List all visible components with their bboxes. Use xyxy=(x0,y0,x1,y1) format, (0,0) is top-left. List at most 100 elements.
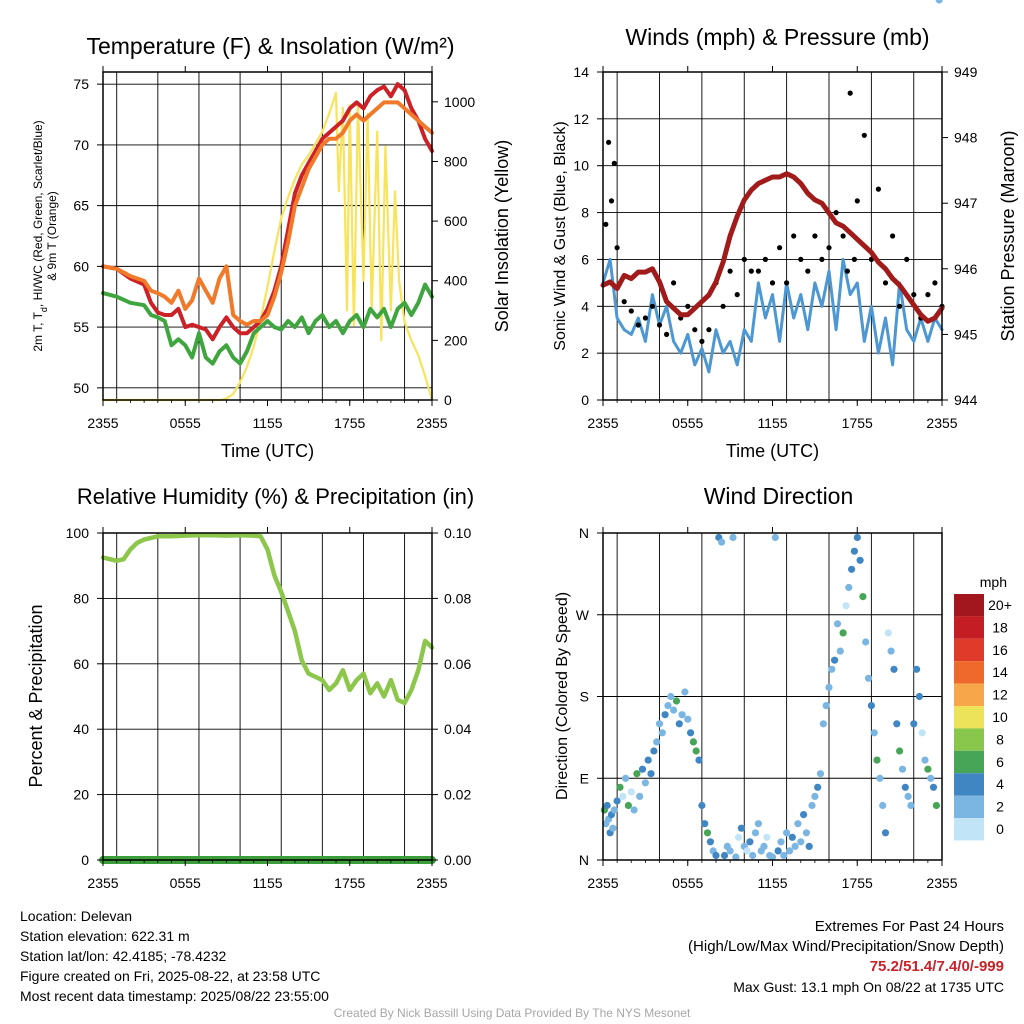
temperature-chart-y2-tick-label: 0 xyxy=(444,392,452,408)
winds-chart-series-pressure xyxy=(600,171,945,324)
direction-chart-direction-point xyxy=(797,838,805,846)
direction-chart-direction-point xyxy=(867,702,876,710)
winds-chart-gust-point xyxy=(798,256,804,262)
direction-chart-direction-point xyxy=(771,533,779,542)
temperature-chart-y-axis-label-line2: & 9m T (Orange) xyxy=(45,191,59,281)
winds-chart-y-tick-label: 12 xyxy=(573,111,589,127)
winds-chart-gust-point xyxy=(734,292,740,298)
winds-chart-gust-point xyxy=(833,210,839,216)
winds-chart-gust-point xyxy=(784,280,790,286)
direction-chart-direction-point xyxy=(927,774,935,782)
direction-chart-legend-label: 8 xyxy=(996,731,1004,747)
direction-chart-direction-point xyxy=(653,738,661,746)
direction-chart-direction-point xyxy=(633,770,641,778)
winds-chart-x-tick-label: 2355 xyxy=(587,415,618,431)
direction-chart-direction-point xyxy=(915,692,924,701)
direction-chart-direction-point xyxy=(667,692,675,701)
winds-chart-gust-point xyxy=(777,245,783,251)
winds-chart-gust-point xyxy=(840,233,846,239)
direction-chart-direction-point xyxy=(876,774,884,782)
direction-chart-direction-point xyxy=(726,847,734,855)
direction-chart-direction-point xyxy=(664,702,672,710)
winds-chart-gust-point xyxy=(706,327,712,333)
temperature-chart-y-axis-label-subscript: d xyxy=(39,307,49,312)
created-text: Figure created on Fri, 2025-08-22, at 23… xyxy=(20,968,321,984)
winds-chart-y-tick-label: 2 xyxy=(581,345,589,361)
direction-chart-direction-point xyxy=(777,838,785,846)
direction-chart-direction-point xyxy=(743,847,751,855)
direction-chart-direction-point xyxy=(822,702,830,710)
direction-chart-legend-swatch xyxy=(954,616,984,639)
winds-chart-gust-point xyxy=(762,256,769,262)
humidity-chart-y2-tick-label: 0.02 xyxy=(444,787,471,803)
direction-chart-legend-label: 20+ xyxy=(988,597,1012,613)
direction-chart-legend-swatch xyxy=(954,818,984,841)
humidity-chart-y2-tick-label: 0.08 xyxy=(444,590,471,606)
direction-chart-x-tick-label: 0555 xyxy=(672,875,703,891)
direction-chart-legend-label: 10 xyxy=(992,709,1008,725)
winds-chart-x-tick-label: 1155 xyxy=(757,415,787,431)
direction-chart-direction-point xyxy=(918,729,926,737)
direction-chart-direction-point xyxy=(763,833,771,841)
direction-chart-direction-point xyxy=(805,842,813,851)
winds-chart-gust-point xyxy=(854,198,860,204)
direction-chart-direction-point xyxy=(616,783,624,791)
temperature-chart-y-tick-label: 75 xyxy=(73,76,89,92)
winds-chart-gust-point xyxy=(904,256,910,262)
temperature-chart-series-dewpoint xyxy=(101,282,434,366)
direction-chart-direction-point xyxy=(859,593,867,601)
temperature-chart-x-tick-label: 1155 xyxy=(252,415,282,431)
winds-chart-gust-point xyxy=(748,268,754,274)
direction-chart-direction-point xyxy=(873,756,881,764)
direction-chart-direction-point xyxy=(619,792,627,801)
direction-chart-direction-point xyxy=(641,779,650,787)
direction-chart-direction-point xyxy=(811,792,819,801)
winds-chart-y2-tick-label: 945 xyxy=(954,326,978,342)
direction-chart-direction-point xyxy=(684,715,692,723)
winds-chart-y-tick-label: 8 xyxy=(581,205,589,221)
direction-chart-direction-point xyxy=(622,774,630,782)
direction-chart-direction-point xyxy=(701,820,709,828)
direction-chart-direction-point xyxy=(791,842,799,851)
humidity-chart-title: Relative Humidity (%) & Precipitation (i… xyxy=(77,484,474,509)
direction-chart-direction-point xyxy=(675,720,683,728)
temperature-chart-title: Temperature (F) & Insolation (W/m²) xyxy=(86,33,454,59)
winds-chart-y2-tick-label: 948 xyxy=(954,130,978,146)
winds-chart-gust-point xyxy=(608,198,615,204)
temperature-chart-x-tick-label: 1755 xyxy=(334,415,365,431)
direction-chart-direction-point xyxy=(848,565,856,573)
direction-chart-direction-point xyxy=(884,629,892,637)
winds-chart-gust-point xyxy=(932,280,938,286)
direction-chart-legend-title: mph xyxy=(980,574,1007,590)
humidity-chart-x-tick-label: 1755 xyxy=(334,875,365,891)
direction-chart-direction-point xyxy=(913,665,921,673)
winds-chart-gust-point xyxy=(875,186,882,192)
direction-chart-direction-point xyxy=(712,851,720,860)
direction-chart-legend-label: 6 xyxy=(996,754,1004,770)
temperature-chart-x-tick-label: 2355 xyxy=(87,415,118,431)
direction-chart-direction-point xyxy=(910,720,918,728)
direction-chart-legend-swatch xyxy=(954,683,984,706)
humidity-chart-y2-tick-label: 0.06 xyxy=(444,656,471,672)
direction-chart-direction-point xyxy=(689,738,698,746)
direction-chart-direction-point xyxy=(890,665,898,673)
direction-chart-direction-point xyxy=(603,801,611,810)
direction-chart-direction-point xyxy=(802,829,811,837)
winds-chart-gust-point xyxy=(897,303,903,309)
direction-chart-direction-point xyxy=(698,801,706,810)
direction-chart-direction-point xyxy=(853,533,861,542)
direction-chart-direction-point xyxy=(630,806,638,814)
winds-chart-gust-point xyxy=(642,315,649,321)
direction-chart-direction-point xyxy=(718,538,726,546)
direction-chart-legend-swatch xyxy=(954,594,984,617)
temperature-chart-y-tick-label: 60 xyxy=(73,258,89,274)
direction-chart-legend-swatch xyxy=(954,795,984,818)
direction-chart-direction-point xyxy=(794,820,802,828)
humidity-chart-y-tick-label: 80 xyxy=(73,590,89,606)
direction-chart-x-tick-label: 1755 xyxy=(842,875,873,891)
direction-chart-y-tick-label: W xyxy=(576,607,590,623)
direction-chart-direction-point xyxy=(737,824,746,832)
direction-chart-direction-point xyxy=(924,765,932,773)
winds-chart-y-tick-label: 4 xyxy=(581,298,589,314)
